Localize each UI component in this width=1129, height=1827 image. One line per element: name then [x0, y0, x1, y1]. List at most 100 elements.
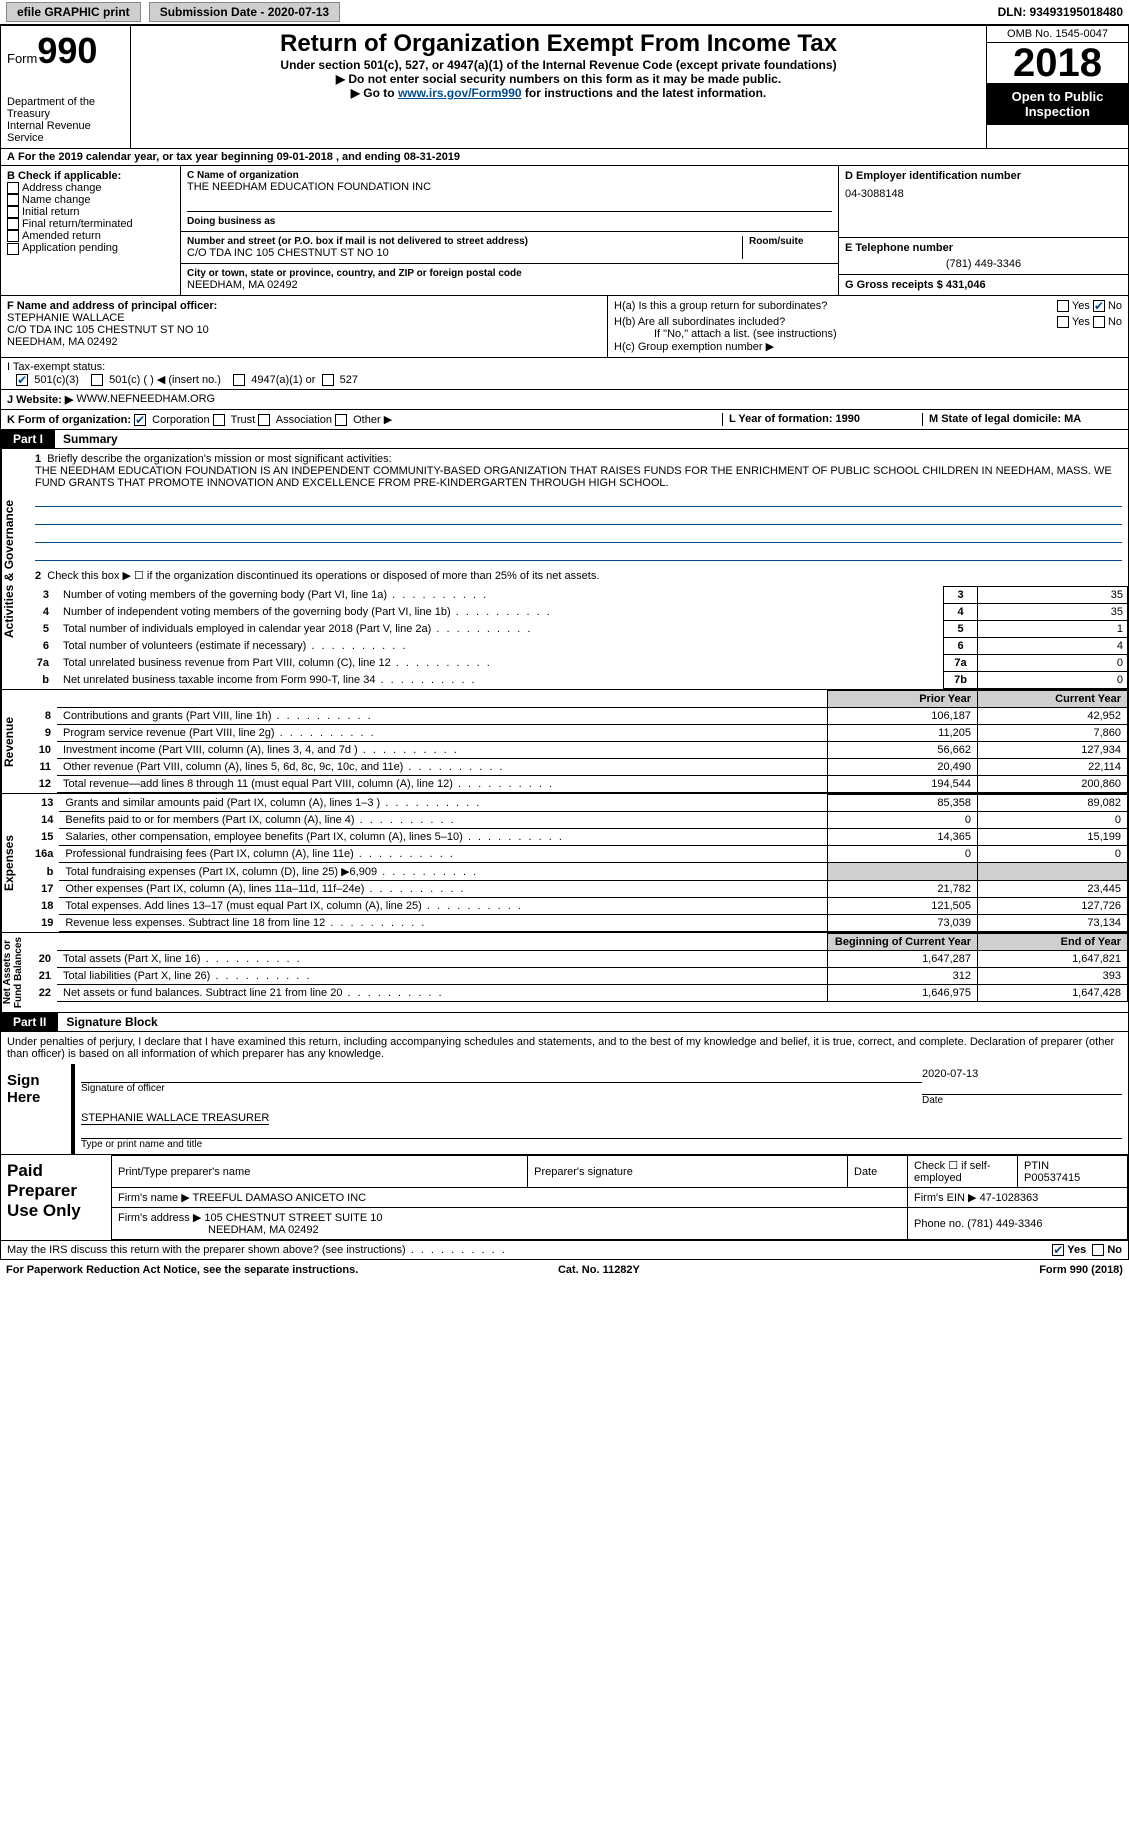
box-b-checkbox[interactable] — [7, 230, 19, 242]
self-employed-check: Check ☐ if self-employed — [908, 1156, 1018, 1188]
officer-name: STEPHANIE WALLACE — [7, 312, 125, 324]
box-f: F Name and address of principal officer:… — [1, 296, 608, 357]
h-note: If "No," attach a list. (see instruction… — [614, 328, 1122, 340]
k-l-m-row: K Form of organization: Corporation Trus… — [0, 410, 1129, 430]
ein-label: D Employer identification number — [845, 170, 1021, 182]
state-domicile: M State of legal domicile: MA — [929, 413, 1081, 425]
501c3-checkbox[interactable] — [16, 374, 28, 386]
cat-no: Cat. No. 11282Y — [558, 1264, 640, 1276]
k-option: Trust — [231, 414, 259, 426]
officer-addr2: NEEDHAM, MA 02492 — [7, 336, 118, 348]
identity-grid: B Check if applicable: Address changeNam… — [0, 166, 1129, 296]
k-checkbox[interactable] — [258, 414, 270, 426]
527-label: 527 — [340, 374, 358, 386]
website-row: J Website: ▶ WWW.NEFNEEDHAM.ORG — [0, 390, 1129, 410]
527-checkbox[interactable] — [322, 374, 334, 386]
box-m: M State of legal domicile: MA — [922, 413, 1122, 426]
4947-checkbox[interactable] — [233, 374, 245, 386]
officer-group-row: F Name and address of principal officer:… — [0, 296, 1129, 358]
discuss-yes-checkbox[interactable] — [1052, 1244, 1064, 1256]
sig-date-label: Date — [922, 1095, 943, 1106]
preparer-sig-hdr: Preparer's signature — [528, 1156, 848, 1188]
box-b: B Check if applicable: Address changeNam… — [1, 166, 181, 295]
ha-yes-checkbox[interactable] — [1057, 300, 1069, 312]
form-header: Form990 Department of the Treasury Inter… — [0, 25, 1129, 149]
revenue-table: Prior YearCurrent Year8Contributions and… — [29, 690, 1128, 793]
hb-no-checkbox[interactable] — [1093, 316, 1105, 328]
box-b-option: Amended return — [22, 230, 101, 242]
gross-receipts: G Gross receipts $ 431,046 — [845, 279, 986, 291]
form-word: Form — [7, 51, 37, 66]
paid-preparer-label: Paid Preparer Use Only — [1, 1155, 111, 1240]
preparer-name-hdr: Print/Type preparer's name — [112, 1156, 528, 1188]
mission-label: Briefly describe the organization's miss… — [47, 453, 391, 465]
revenue-vlabel: Revenue — [1, 690, 29, 793]
firm-phone-cell: Phone no. (781) 449-3346 — [908, 1208, 1128, 1240]
governance-section: Activities & Governance 1 Briefly descri… — [0, 449, 1129, 690]
irs-link[interactable]: www.irs.gov/Form990 — [398, 86, 522, 100]
4947-label: 4947(a)(1) or — [251, 374, 315, 386]
netassets-section: Net Assets orFund Balances Beginning of … — [0, 933, 1129, 1013]
501c-checkbox[interactable] — [91, 374, 103, 386]
officer-printed-name: STEPHANIE WALLACE TREASURER — [81, 1112, 269, 1125]
paid-preparer-table: Print/Type preparer's name Preparer's si… — [111, 1155, 1128, 1240]
street-address: C/O TDA INC 105 CHESTNUT ST NO 10 — [187, 247, 742, 259]
website-value: WWW.NEFNEEDHAM.ORG — [76, 393, 215, 406]
box-b-checkbox[interactable] — [7, 218, 19, 230]
type-name-label: Type or print name and title — [81, 1139, 202, 1150]
mission-text: THE NEEDHAM EDUCATION FOUNDATION IS AN I… — [35, 465, 1112, 489]
subtitle-2: ▶ Do not enter social security numbers o… — [141, 72, 976, 86]
k-option: Association — [276, 414, 335, 426]
preparer-date-hdr: Date — [848, 1156, 908, 1188]
box-b-checkbox[interactable] — [7, 243, 19, 255]
room-label: Room/suite — [749, 236, 832, 247]
h-a-label: H(a) Is this a group return for subordin… — [614, 300, 1057, 312]
website-label: J Website: ▶ — [7, 393, 73, 406]
hb-yes-checkbox[interactable] — [1057, 316, 1069, 328]
box-b-checkbox[interactable] — [7, 206, 19, 218]
officer-label: F Name and address of principal officer: — [7, 300, 217, 312]
k-checkbox[interactable] — [213, 414, 225, 426]
box-b-option: Name change — [22, 194, 91, 206]
paid-preparer-block: Paid Preparer Use Only Print/Type prepar… — [0, 1155, 1129, 1241]
box-b-option: Final return/terminated — [22, 218, 133, 230]
mission-block: 1 Briefly describe the organization's mi… — [29, 449, 1128, 565]
ein-value: 04-3088148 — [845, 188, 1122, 200]
public-inspection: Open to Public Inspection — [987, 83, 1128, 125]
part1-badge: Part I — [1, 430, 55, 448]
box-b-option: Application pending — [22, 242, 118, 254]
part1-title: Summary — [55, 432, 118, 446]
box-h: H(a) Is this a group return for subordin… — [608, 296, 1128, 357]
telephone-value: (781) 449-3346 — [845, 258, 1122, 270]
org-name: THE NEEDHAM EDUCATION FOUNDATION INC — [187, 181, 832, 193]
subtitle-1: Under section 501(c), 527, or 4947(a)(1)… — [141, 58, 976, 72]
city-state-zip: NEEDHAM, MA 02492 — [187, 279, 832, 291]
netassets-table: Beginning of Current YearEnd of Year20To… — [29, 933, 1128, 1002]
discuss-no-checkbox[interactable] — [1092, 1244, 1104, 1256]
a-tax-year-line: A For the 2019 calendar year, or tax yea… — [0, 149, 1129, 166]
efile-print-button[interactable]: efile GRAPHIC print — [6, 2, 141, 22]
discontinued-check: Check this box ▶ ☐ if the organization d… — [47, 570, 599, 582]
box-l: L Year of formation: 1990 — [722, 413, 922, 426]
k-option: Corporation — [152, 414, 213, 426]
box-b-checkbox[interactable] — [7, 182, 19, 194]
part2-badge: Part II — [1, 1013, 58, 1031]
sig-date: 2020-07-13 — [922, 1068, 1122, 1080]
dba-label: Doing business as — [187, 211, 832, 227]
box-b-option: Address change — [22, 182, 102, 194]
ha-no-checkbox[interactable] — [1093, 300, 1105, 312]
k-checkbox[interactable] — [335, 414, 347, 426]
officer-addr1: C/O TDA INC 105 CHESTNUT ST NO 10 — [7, 324, 209, 336]
header-right: OMB No. 1545-0047 2018 Open to Public In… — [986, 26, 1128, 148]
box-d: D Employer identification number 04-3088… — [838, 166, 1128, 295]
box-b-checkbox[interactable] — [7, 194, 19, 206]
h-c-label: H(c) Group exemption number ▶ — [614, 340, 1122, 353]
k-checkbox[interactable] — [134, 414, 146, 426]
perjury-declaration: Under penalties of perjury, I declare th… — [1, 1032, 1128, 1064]
expenses-table: 13Grants and similar amounts paid (Part … — [29, 794, 1128, 932]
street-label: Number and street (or P.O. box if mail i… — [187, 236, 742, 247]
revenue-section: Revenue Prior YearCurrent Year8Contribut… — [0, 690, 1129, 794]
year-formation: L Year of formation: 1990 — [729, 413, 860, 425]
form-990-num: 990 — [37, 30, 97, 71]
submission-date-button[interactable]: Submission Date - 2020-07-13 — [149, 2, 340, 22]
